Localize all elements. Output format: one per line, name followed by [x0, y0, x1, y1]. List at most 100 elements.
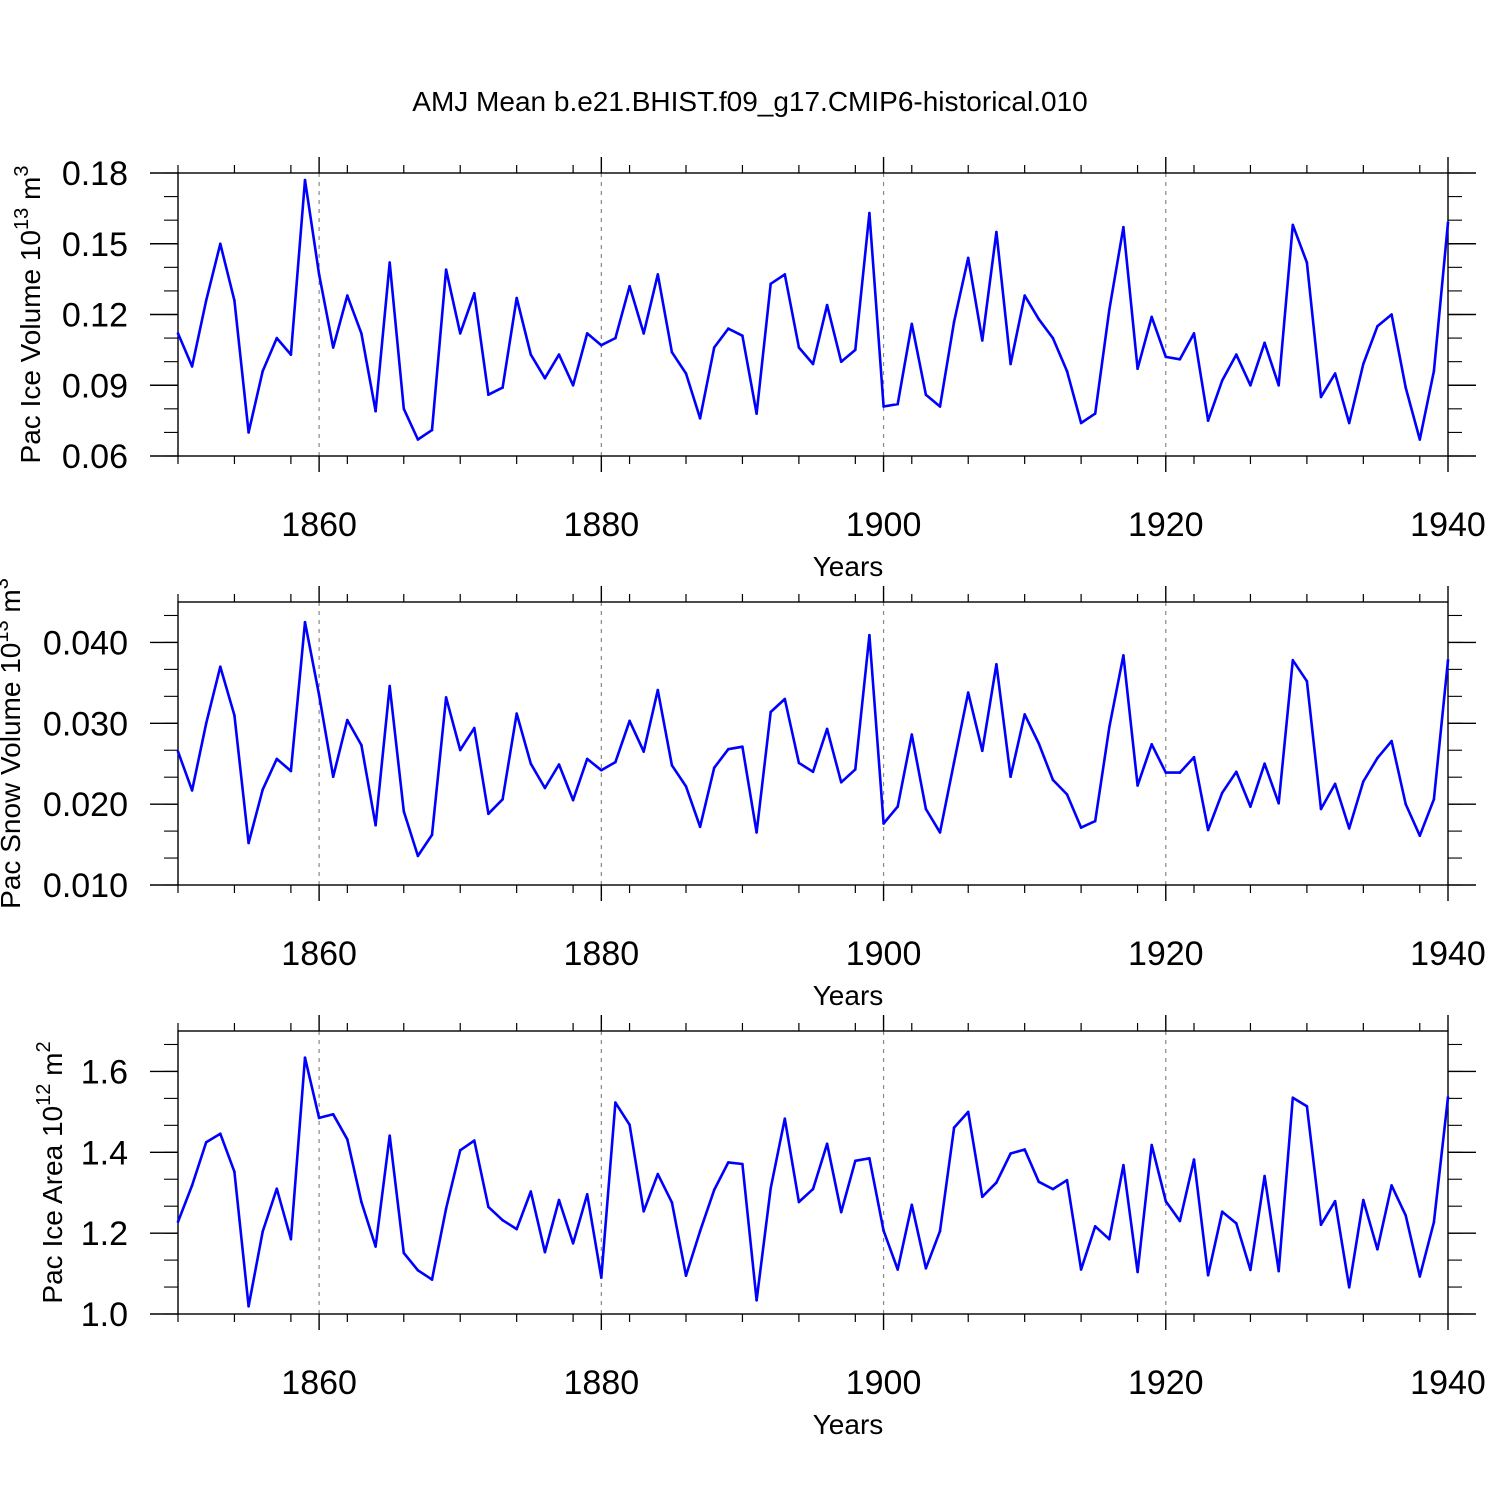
data-point: [1362, 780, 1365, 783]
data-point: [656, 273, 660, 276]
data-point: [614, 336, 617, 340]
data-point: [1206, 828, 1210, 832]
data-point: [952, 1126, 956, 1129]
x-tick-label: 1900: [846, 506, 922, 544]
data-point: [938, 831, 942, 834]
data-point: [275, 1187, 279, 1190]
data-point: [317, 693, 321, 697]
data-point: [839, 1210, 843, 1214]
data-point: [1347, 1286, 1351, 1289]
data-point: [317, 1116, 321, 1120]
data-point: [515, 712, 518, 715]
y-axis-label-text: m: [15, 177, 46, 208]
data-point: [190, 789, 194, 792]
data-point: [797, 761, 801, 765]
data-point: [261, 788, 265, 791]
data-point: [924, 393, 928, 397]
data-point: [910, 1203, 914, 1207]
data-point: [1418, 1275, 1422, 1278]
data-point: [868, 211, 871, 215]
data-point: [402, 810, 406, 813]
data-point: [684, 372, 688, 375]
data-point: [938, 405, 942, 408]
data-point: [670, 1201, 674, 1204]
data-point: [600, 343, 603, 347]
data-point: [1051, 336, 1055, 340]
data-point: [543, 1250, 547, 1254]
data-point: [1122, 654, 1125, 657]
data-point: [1108, 308, 1111, 312]
data-point: [487, 812, 490, 816]
data-point: [698, 417, 702, 420]
panel-ice-volume: 1860 1880 1900 1920 1940 0.06 0.09 0.12 0.15 0.18…: [11, 155, 1486, 582]
data-point: [233, 713, 236, 717]
data-point: [430, 1278, 434, 1281]
data-point: [727, 327, 730, 330]
data-point: [1051, 1187, 1055, 1191]
data-point: [1291, 1096, 1295, 1099]
data-point: [811, 770, 815, 774]
data-point: [628, 719, 631, 723]
x-tick-label: 1880: [564, 506, 640, 544]
data-point: [1333, 782, 1337, 786]
data-point: [1390, 313, 1393, 316]
data-point: [783, 273, 787, 276]
data-point: [741, 1162, 744, 1166]
y-tick-label: 0.18: [62, 155, 128, 193]
data-point: [1235, 353, 1238, 356]
data-point: [585, 332, 589, 335]
data-point: [910, 733, 914, 736]
x-tick-label: 1900: [846, 1364, 922, 1402]
x-tick-label: 1920: [1128, 506, 1204, 544]
data-point: [1206, 1273, 1210, 1277]
y-tick-label: 1.4: [81, 1134, 128, 1172]
data-point: [543, 376, 547, 380]
data-point: [1319, 1223, 1323, 1226]
data-point: [628, 1123, 631, 1127]
data-point: [811, 362, 815, 366]
data-point: [712, 1188, 716, 1192]
y-tick-label: 0.030: [43, 705, 128, 743]
data-point: [1249, 1268, 1252, 1272]
data-point: [896, 805, 899, 808]
y-tick-label: 0.12: [62, 297, 128, 335]
data-point: [642, 332, 645, 335]
data-point: [995, 1181, 998, 1184]
data-point: [233, 299, 236, 302]
y-tick-label: 0.15: [62, 226, 128, 264]
data-point: [331, 1113, 335, 1116]
data-point: [416, 1269, 420, 1272]
data-point: [825, 727, 829, 731]
data-point: [910, 322, 914, 326]
data-point: [515, 296, 518, 300]
data-point: [1376, 1248, 1379, 1251]
data-point: [981, 1195, 984, 1199]
data-point: [995, 230, 998, 234]
data-point: [896, 402, 899, 406]
data-point: [571, 798, 575, 802]
data-point: [1164, 1199, 1168, 1203]
x-axis-label: Years: [813, 551, 884, 582]
data-point: [501, 798, 504, 801]
data-point: [247, 1305, 250, 1308]
data-point: [1277, 802, 1280, 805]
data-point: [839, 360, 843, 364]
data-point: [557, 353, 561, 356]
data-point: [755, 1299, 758, 1302]
data-point: [1079, 421, 1083, 425]
data-point: [1446, 221, 1450, 224]
data-point: [1390, 1184, 1393, 1187]
data-point: [1206, 419, 1210, 422]
data-point: [543, 786, 547, 790]
data-point: [670, 350, 674, 354]
data-point: [473, 726, 476, 730]
plot-frame: [177, 1030, 1449, 1315]
data-point: [727, 1161, 730, 1164]
data-point: [1319, 395, 1323, 399]
data-point: [769, 710, 772, 714]
data-point: [797, 1200, 801, 1204]
data-point: [698, 825, 702, 829]
data-point: [1333, 1199, 1337, 1203]
data-point: [783, 697, 787, 701]
plot-frame: [177, 601, 1449, 886]
